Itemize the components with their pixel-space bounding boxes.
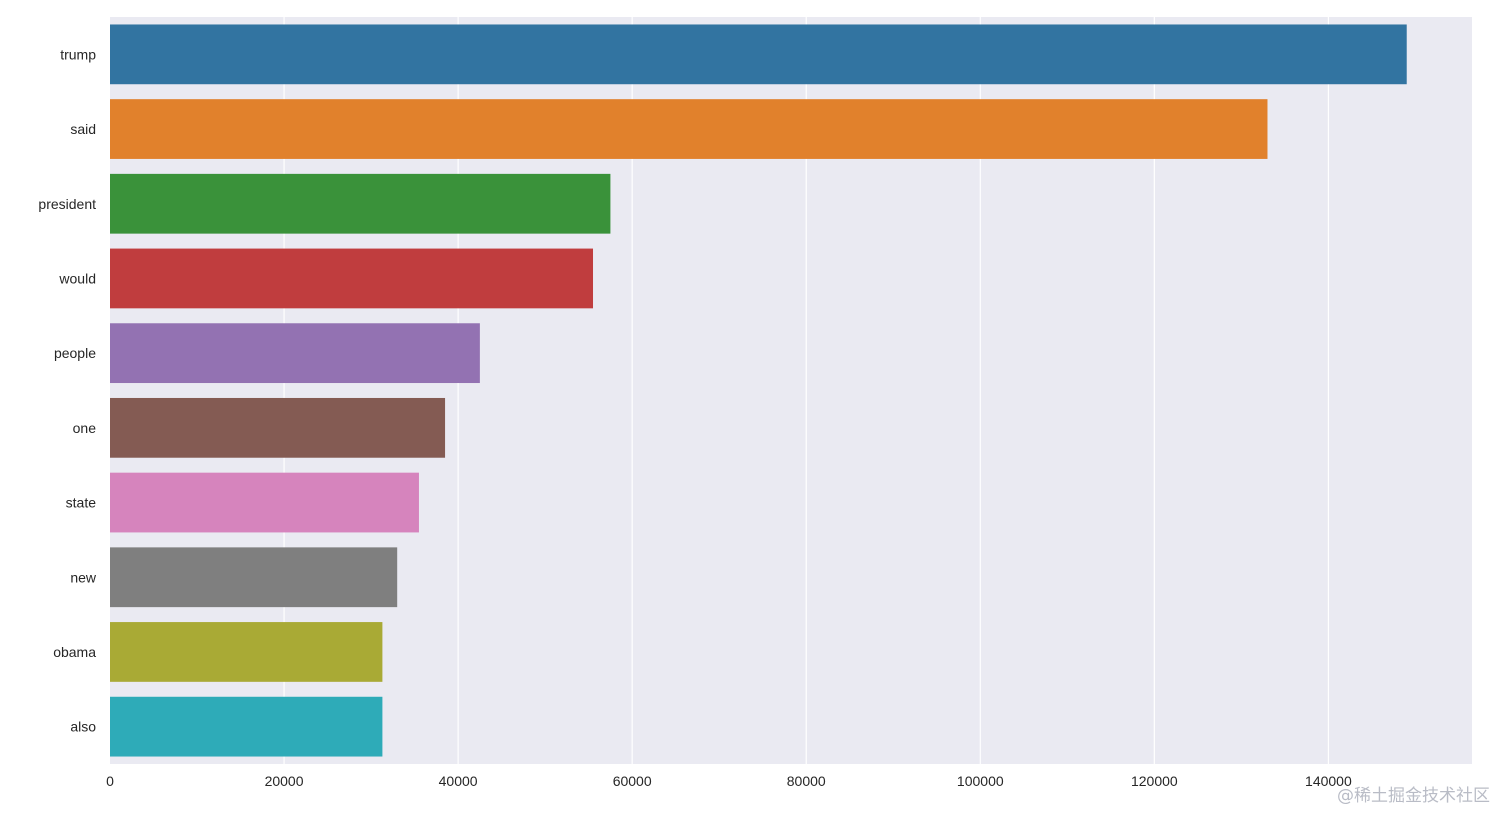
- bar-new: [110, 547, 398, 608]
- x-tick-label: 140000: [1305, 773, 1352, 789]
- x-tick-label: 80000: [787, 773, 826, 789]
- y-tick-labels: trump said president would people one state new…: [38, 46, 96, 734]
- y-tick-label-people: people: [54, 345, 96, 361]
- y-tick-label-president: president: [38, 196, 96, 212]
- watermark: @稀土掘金技术社区: [1337, 786, 1490, 806]
- x-tick-label: 0: [106, 773, 114, 789]
- y-tick-label-new: new: [70, 569, 97, 585]
- x-tick-label: 40000: [439, 773, 478, 789]
- bar-people: [110, 323, 480, 384]
- y-tick-label-would: would: [58, 270, 96, 286]
- y-tick-label-trump: trump: [60, 46, 96, 62]
- x-tick-label: 100000: [957, 773, 1004, 789]
- y-tick-label-state: state: [66, 495, 97, 511]
- x-tick-label: 60000: [613, 773, 652, 789]
- x-tick-label: 120000: [1131, 773, 1178, 789]
- bar-one: [110, 397, 446, 458]
- bar-said: [110, 99, 1268, 159]
- bar-trump: [110, 24, 1407, 85]
- bar-would: [110, 248, 594, 309]
- bar-obama: [110, 622, 383, 682]
- x-tick-labels: 0 20000 40000 60000 80000 100000 120000 140000: [106, 773, 1352, 789]
- bars: [110, 24, 1407, 757]
- y-tick-label-also: also: [70, 719, 96, 735]
- bar-state: [110, 472, 419, 533]
- y-tick-label-one: one: [73, 420, 97, 436]
- y-tick-label-obama: obama: [53, 644, 96, 660]
- x-tick-label: 20000: [265, 773, 304, 789]
- y-tick-label-said: said: [70, 121, 96, 137]
- bar-president: [110, 173, 611, 234]
- bar-also: [110, 696, 383, 757]
